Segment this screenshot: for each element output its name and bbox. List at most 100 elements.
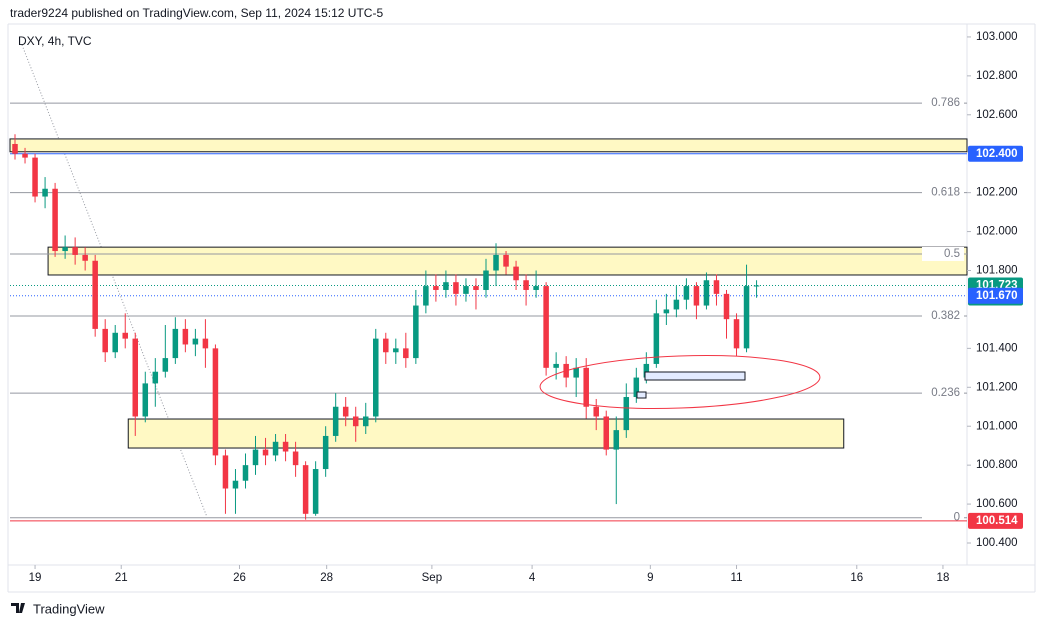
fib-label-bg [922,386,964,401]
candle-body [142,383,149,417]
y-tick-label: 102.600 [976,109,1018,121]
x-tick-label: 19 [29,572,42,584]
y-tick-label: 101.200 [976,381,1018,393]
y-tick-label: 102.200 [976,187,1018,199]
publisher: trader9224 published on TradingView.com,… [10,6,383,20]
candle-body [262,449,269,456]
candle-body [282,441,289,452]
x-tick-label: 11 [731,572,743,584]
candle-body [573,367,579,378]
candle-body [723,293,730,320]
x-tick-label: 16 [850,572,863,584]
price-label-bg [968,287,1023,304]
candle-body [413,305,419,359]
fib-label: 0.236 [931,387,960,399]
candle-body [172,328,179,359]
candle-body [322,435,329,470]
candle-body [312,469,319,514]
candle-body [523,280,529,290]
candle-body [643,363,650,378]
candle-body [593,406,599,417]
candle-body [503,254,509,267]
candle-body [232,480,239,489]
candle-body [212,348,219,456]
candle-body [673,299,680,310]
rect-drawing [636,391,647,399]
candle-body [342,406,349,417]
candle-body [242,465,249,481]
candle-body [332,406,339,436]
candle-body [553,363,559,368]
candle-body [102,328,108,353]
chart-title: DXY, 4h, TVC [18,34,92,48]
fib-label-bg [922,246,964,261]
y-tick-label: 100.400 [976,537,1018,549]
candle-body [162,358,169,372]
candle-body [72,247,78,255]
candle-body [383,338,389,353]
x-tick-label: 9 [647,572,653,584]
candle-body [82,254,88,261]
candle-body [463,286,469,294]
candle-body [292,451,299,466]
candle-body [633,377,640,398]
candle-body [12,143,18,154]
candle-body [152,371,159,384]
candle-body [423,286,429,306]
candle-body [613,430,620,450]
fib-label-bg [922,309,964,324]
y-tick-label: 101.000 [976,420,1018,432]
candle-body [192,338,199,345]
x-tick-label: 18 [937,572,950,584]
candle-body [683,286,690,300]
candle-body [52,188,58,252]
trend-line [21,44,208,518]
candle-body [362,416,369,427]
fib-label: 0.786 [931,97,960,109]
x-tick-label: Sep [422,572,442,584]
candle-body [753,285,760,287]
candle-body [42,188,48,197]
candle-body [513,266,519,281]
x-tick-label: 4 [529,572,536,584]
candle-body [493,254,499,271]
price-label: 101.670 [976,290,1018,302]
zone [9,138,968,153]
fib-label: 0.382 [931,310,960,322]
candle-body [603,416,610,450]
x-tick-label: 26 [233,572,246,584]
fib-label-bg [922,185,964,200]
candle-body [483,270,489,290]
fib-label: 0.618 [931,187,960,199]
price-label: 102.400 [976,148,1018,160]
fib-label: 0.5 [944,248,960,260]
candle-body [132,338,139,417]
ellipse-drawing [539,355,821,409]
fib-label: 0 [954,512,960,524]
candle-body [182,328,189,345]
y-tick-label: 100.600 [976,498,1018,510]
y-tick-label: 100.800 [976,459,1018,471]
candle-body [112,332,118,353]
price-label-bg [968,512,1023,529]
candle-body [703,280,710,306]
candle-body [403,348,409,359]
fib-label-bg [922,96,964,111]
candle-body [443,282,449,290]
x-tick-label: 21 [115,572,128,584]
candle-body [733,319,740,349]
y-tick-label: 102.800 [976,70,1018,82]
candle-body [583,367,589,407]
candle-body [62,247,68,252]
rect-drawing [644,371,746,381]
candle-body [373,338,379,417]
candle-body [743,286,750,349]
candle-body [352,416,359,427]
y-tick-label: 103.000 [976,31,1018,43]
y-tick-label: 102.000 [976,226,1018,238]
logo: TradingView [11,601,105,616]
candle-body [22,153,28,158]
candle-body [533,286,539,290]
candle-body [92,260,98,329]
candle-body [663,309,670,314]
